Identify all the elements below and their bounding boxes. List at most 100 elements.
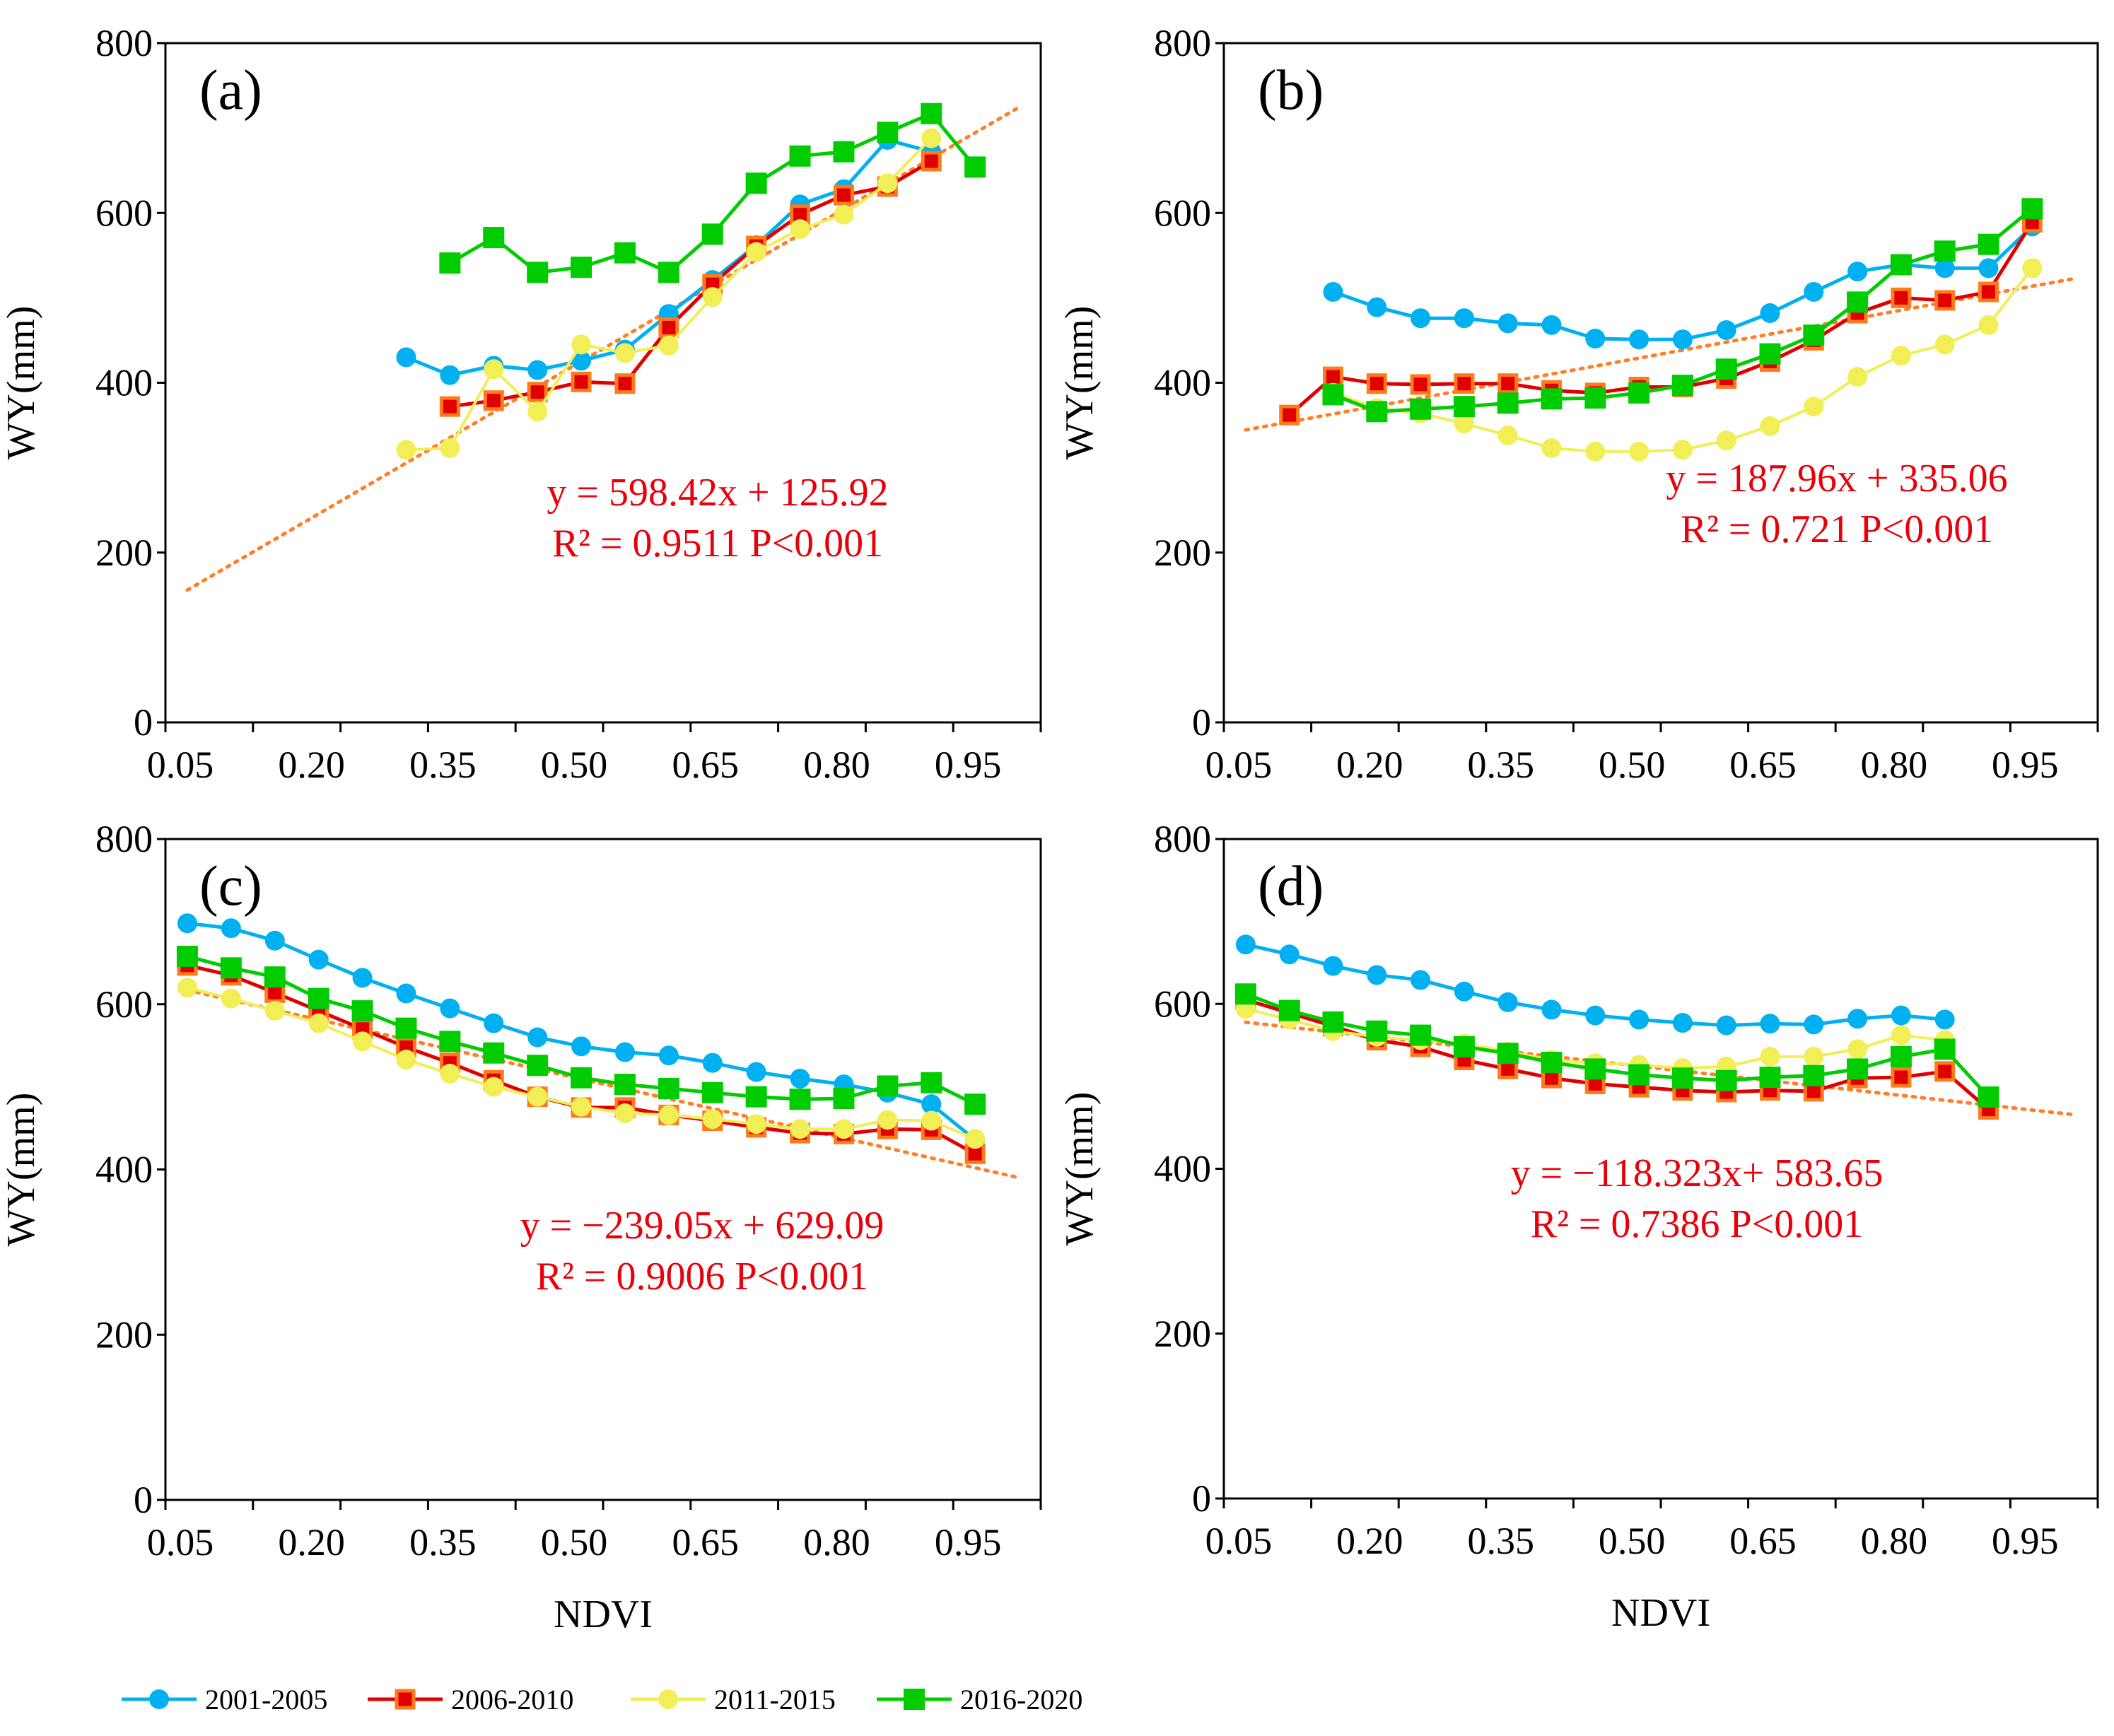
series-line xyxy=(1332,267,2033,453)
series-point xyxy=(1934,290,1956,311)
series-point xyxy=(396,347,416,368)
series-point xyxy=(964,156,986,178)
series-point xyxy=(1411,970,1431,990)
series-2016-2020 xyxy=(1322,198,2043,423)
series-point xyxy=(1497,425,1518,445)
series-point xyxy=(1847,367,1868,387)
series-point xyxy=(483,1042,505,1064)
series-point xyxy=(2022,258,2043,278)
series-point xyxy=(1322,384,1344,406)
r-squared-p-value: R² = 0.9511 P<0.001 xyxy=(552,522,883,565)
series-point xyxy=(527,1055,549,1077)
series-point xyxy=(658,317,679,338)
series-point xyxy=(308,1013,329,1033)
series-point xyxy=(1760,1014,1780,1034)
x-tick-label: 0.95 xyxy=(1992,744,2059,786)
series-point xyxy=(1978,233,1999,255)
series-point xyxy=(877,173,898,194)
series-point xyxy=(965,1129,986,1149)
series-point xyxy=(702,1109,723,1130)
legend-item: 2016-2020 xyxy=(877,1684,1082,1716)
series-point xyxy=(571,334,592,355)
series-point xyxy=(527,401,548,422)
chart-panel-d: 0 200 400 600 800 0.05 0.20 0.35 0.50 0.65 0.80 0.9… xyxy=(1058,818,2099,1635)
series-point xyxy=(1584,1058,1606,1080)
series-point xyxy=(921,1094,942,1115)
x-tick-label: 0.05 xyxy=(1205,1520,1273,1562)
x-tick-label: 0.05 xyxy=(147,1521,214,1564)
series-point xyxy=(176,945,198,967)
series-point xyxy=(1847,291,1869,313)
series-point xyxy=(221,918,241,939)
chart-panel-c: 0 200 400 600 800 0.05 0.20 0.35 0.50 0.65 0.80 0.9… xyxy=(0,818,1042,1636)
series-point xyxy=(834,1119,854,1139)
series-point xyxy=(177,913,197,934)
series-point xyxy=(1454,414,1474,434)
series-point xyxy=(1366,401,1388,423)
series-2016-2020 xyxy=(439,102,986,283)
series-point xyxy=(1497,392,1519,414)
series-point xyxy=(1672,329,1693,350)
series-point xyxy=(833,1087,855,1109)
y-tick-label: 600 xyxy=(1154,192,1211,234)
series-point xyxy=(177,978,197,998)
series-point xyxy=(484,359,504,380)
x-tick-label: 0.50 xyxy=(541,744,608,786)
series-point xyxy=(834,204,854,225)
series-point xyxy=(1541,999,1562,1020)
x-tick-label: 0.50 xyxy=(1599,1520,1666,1562)
x-tick-label: 0.95 xyxy=(935,744,1002,786)
y-tick-label: 600 xyxy=(95,192,153,234)
chart-panel-a: 0 200 400 600 800 0.05 0.20 0.35 0.50 0.65 0.80 0.9… xyxy=(0,22,1042,786)
series-line xyxy=(1245,992,1990,1098)
series-point xyxy=(921,1072,942,1093)
series-point xyxy=(1323,366,1343,387)
series-point xyxy=(1716,430,1736,451)
y-tick-label: 0 xyxy=(1192,701,1211,744)
series-point xyxy=(1323,281,1343,302)
y-tick-label: 200 xyxy=(95,532,153,574)
series-point xyxy=(1234,983,1256,1005)
y-axis-title: WY(mm) xyxy=(0,306,43,460)
series-point xyxy=(1934,1061,1956,1082)
x-tick-label: 0.80 xyxy=(1861,744,1928,786)
series-point xyxy=(789,145,811,167)
x-axis-title: NDVI xyxy=(554,1593,653,1636)
series-point xyxy=(1978,281,1999,303)
series-point xyxy=(396,983,416,1004)
series-point xyxy=(921,102,942,124)
series-point xyxy=(1366,1020,1388,1042)
series-point xyxy=(790,219,810,240)
series-point xyxy=(571,1096,592,1117)
x-tick-label: 0.20 xyxy=(278,1521,345,1564)
series-point xyxy=(921,128,942,148)
legend-point xyxy=(658,1689,678,1709)
series-point xyxy=(527,1027,548,1048)
series-point xyxy=(964,1093,986,1115)
series-2001-2005 xyxy=(1323,216,2043,350)
series-point xyxy=(1891,1067,1912,1088)
series-point xyxy=(1715,358,1737,380)
series-point xyxy=(658,1045,679,1066)
series-point xyxy=(395,1017,417,1039)
y-tick-label: 400 xyxy=(95,362,153,404)
series-point xyxy=(1671,375,1693,397)
series-point xyxy=(877,1110,898,1130)
legend-point xyxy=(904,1689,925,1710)
series-point xyxy=(614,343,635,363)
series-point xyxy=(1497,313,1518,334)
y-tick-label: 0 xyxy=(134,701,153,744)
series-point xyxy=(745,1086,767,1108)
series-point xyxy=(1804,281,1824,302)
series-point xyxy=(1410,1024,1432,1046)
series-point xyxy=(1584,387,1606,409)
series-point xyxy=(1629,329,1649,350)
series-point xyxy=(571,257,592,278)
series-2016-2020 xyxy=(176,945,986,1115)
regression-equation: y = 187.96x + 335.06 xyxy=(1666,457,2007,500)
legend-label: 2011-2015 xyxy=(714,1684,836,1716)
panel-label: (a) xyxy=(199,59,262,122)
series-point xyxy=(921,151,942,172)
series-point xyxy=(1716,320,1736,341)
